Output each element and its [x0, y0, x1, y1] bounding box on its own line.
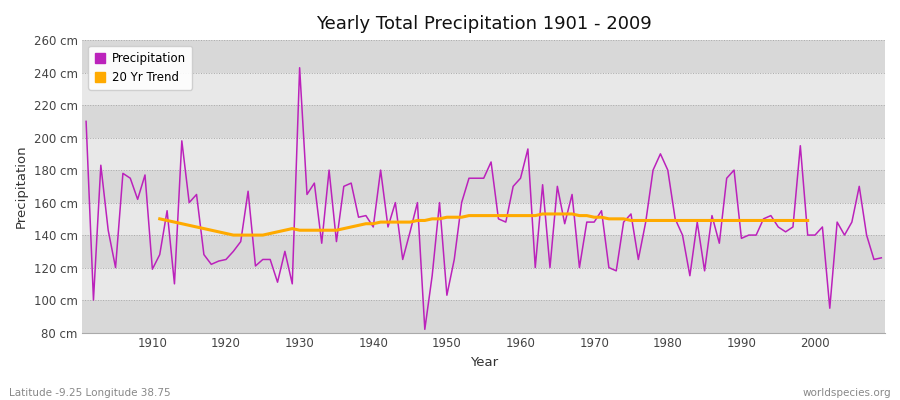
Bar	[83, 268, 885, 300]
X-axis label: Year: Year	[470, 356, 498, 369]
Bar	[83, 73, 885, 105]
Bar	[83, 235, 885, 268]
Bar	[83, 300, 885, 332]
Bar	[83, 105, 885, 138]
Text: worldspecies.org: worldspecies.org	[803, 388, 891, 398]
Title: Yearly Total Precipitation 1901 - 2009: Yearly Total Precipitation 1901 - 2009	[316, 15, 652, 33]
Bar	[83, 202, 885, 235]
Y-axis label: Precipitation: Precipitation	[15, 144, 28, 228]
Text: Latitude -9.25 Longitude 38.75: Latitude -9.25 Longitude 38.75	[9, 388, 171, 398]
Bar	[83, 40, 885, 73]
Bar	[83, 170, 885, 202]
Legend: Precipitation, 20 Yr Trend: Precipitation, 20 Yr Trend	[88, 46, 192, 90]
Bar	[83, 138, 885, 170]
